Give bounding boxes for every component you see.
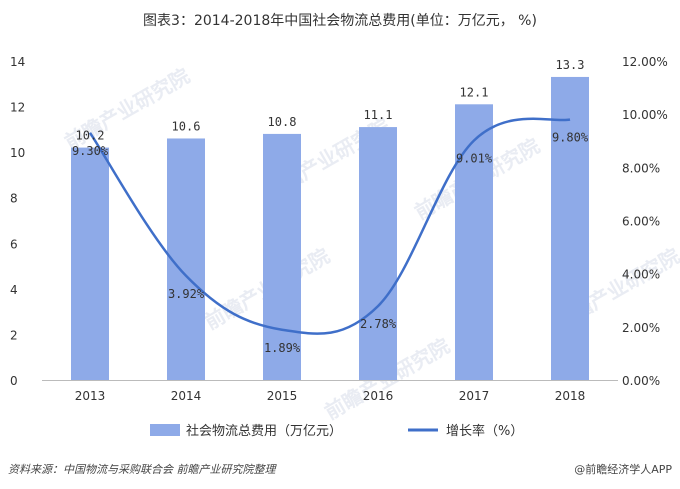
left-tick-label: 4 bbox=[10, 283, 18, 297]
right-tick-label: 6.00% bbox=[622, 215, 660, 229]
x-tick-label: 2016 bbox=[363, 389, 394, 403]
line-value-label: 3.92% bbox=[168, 287, 205, 301]
bar-value-label: 10.6 bbox=[172, 119, 201, 133]
left-tick-label: 8 bbox=[10, 192, 18, 206]
x-tick-label: 2018 bbox=[555, 389, 586, 403]
legend-bar-swatch bbox=[150, 424, 180, 436]
right-axis: 0.00% 2.00% 4.00% 6.00% 8.00% 10.00% 12.00% bbox=[622, 55, 668, 388]
right-tick-label: 12.00% bbox=[622, 55, 668, 69]
x-tick-label: 2013 bbox=[75, 389, 106, 403]
right-tick-label: 4.00% bbox=[622, 268, 660, 282]
line-series bbox=[88, 117, 571, 335]
chart-title: 图表3：2014-2018年中国社会物流总费用(单位：万亿元， %) bbox=[143, 13, 537, 29]
x-tick-label: 2017 bbox=[459, 389, 490, 403]
left-tick-label: 6 bbox=[10, 237, 18, 251]
legend: 社会物流总费用（万亿元） 增长率（%） bbox=[150, 423, 523, 439]
bar-2013 bbox=[71, 147, 109, 380]
x-tick-label: 2015 bbox=[267, 389, 298, 403]
legend-line-label: 增长率（%） bbox=[446, 423, 523, 439]
bar-2014 bbox=[167, 138, 205, 380]
growth-rate-line bbox=[88, 117, 571, 335]
line-value-label: 9.01% bbox=[456, 151, 493, 165]
left-tick-label: 10 bbox=[10, 146, 25, 160]
data-labels: 10.2 10.6 10.8 11.1 12.1 13.3 9.30% 3.92% 1.89% 2… bbox=[72, 58, 589, 355]
bar-2015 bbox=[263, 133, 301, 380]
left-tick-label: 14 bbox=[10, 55, 25, 69]
right-tick-label: 0.00% bbox=[622, 374, 660, 388]
bar-value-label: 10.2 bbox=[76, 129, 105, 143]
x-tick-label: 2014 bbox=[171, 389, 202, 403]
left-tick-label: 2 bbox=[10, 328, 18, 342]
bar-value-label: 10.8 bbox=[268, 115, 297, 129]
bar-value-label: 12.1 bbox=[460, 85, 489, 99]
line-value-label: 9.80% bbox=[552, 130, 589, 144]
line-value-label: 9.30% bbox=[72, 144, 109, 158]
right-tick-label: 2.00% bbox=[622, 321, 660, 335]
left-tick-label: 12 bbox=[10, 101, 25, 115]
left-axis: 0 2 4 6 8 10 12 14 bbox=[10, 55, 25, 388]
bar-2017 bbox=[455, 104, 493, 381]
brand-credit: @前瞻经济学人APP bbox=[574, 463, 672, 476]
source-note: 资料来源：中国物流与采购联合会 前瞻产业研究院整理 bbox=[8, 463, 276, 476]
line-value-label: 2.78% bbox=[360, 317, 397, 331]
right-tick-label: 8.00% bbox=[622, 161, 660, 175]
line-value-label: 1.89% bbox=[264, 341, 301, 355]
right-tick-label: 10.00% bbox=[622, 108, 668, 122]
bar-value-label: 13.3 bbox=[556, 58, 585, 72]
legend-bar-label: 社会物流总费用（万亿元） bbox=[186, 423, 342, 439]
left-tick-label: 0 bbox=[10, 374, 18, 388]
bar-series bbox=[71, 76, 589, 381]
x-axis: 2013 2014 2015 2016 2017 2018 bbox=[42, 380, 618, 403]
bar-2016 bbox=[359, 127, 397, 380]
bar-2018 bbox=[551, 76, 589, 380]
bar-value-label: 11.1 bbox=[364, 108, 393, 122]
